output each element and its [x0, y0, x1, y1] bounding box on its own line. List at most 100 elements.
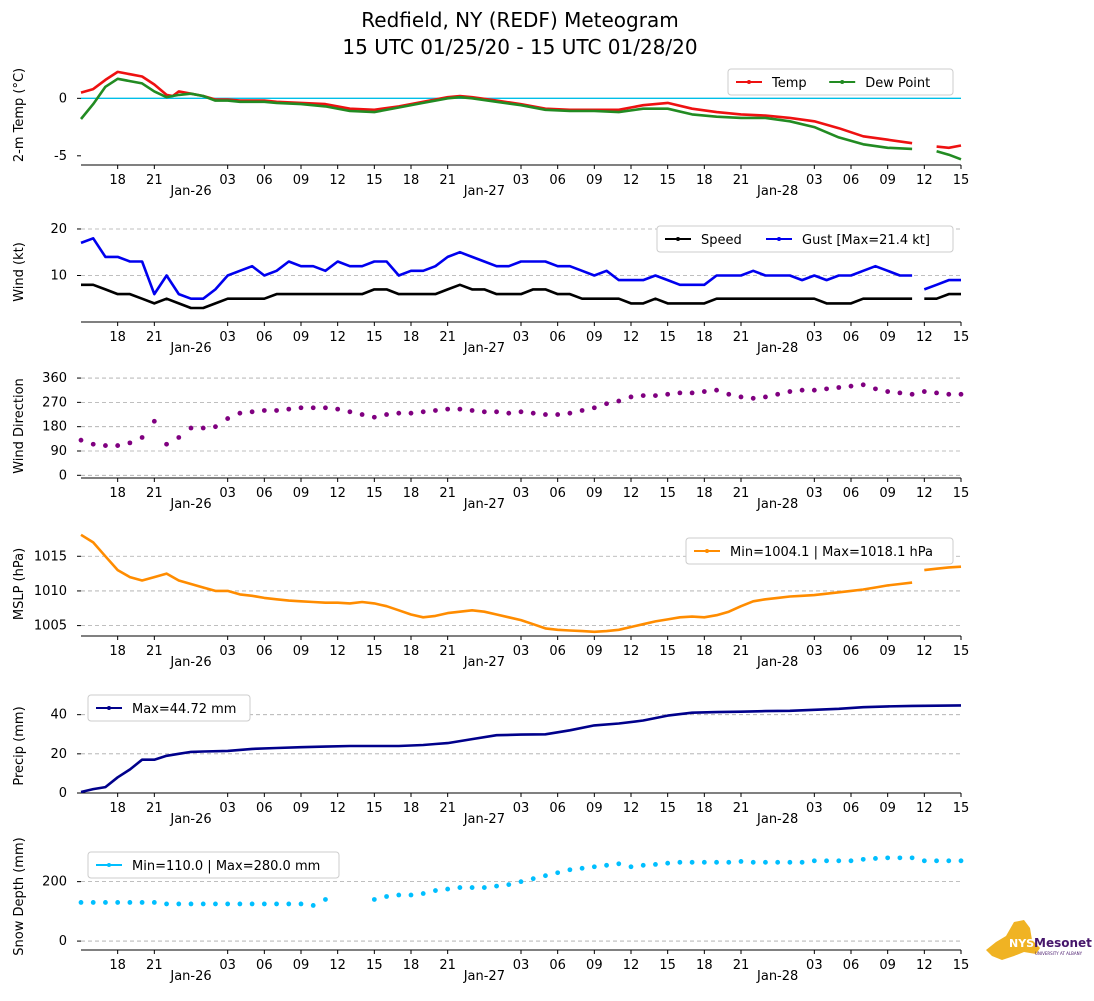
data-point — [286, 901, 292, 907]
data-point — [701, 859, 707, 865]
data-point — [127, 900, 133, 905]
new-york-state-icon — [986, 920, 1040, 960]
y-tick-label: 1005 — [34, 619, 67, 634]
data-point — [164, 901, 169, 907]
x-tick-label: 12 — [916, 486, 933, 501]
x-tick-label: 03 — [806, 330, 823, 345]
x-tick-label: 06 — [256, 173, 273, 188]
x-tick-label: 09 — [879, 486, 896, 501]
x-tick-label: 09 — [293, 801, 310, 816]
x-date-label: Jan-28 — [756, 969, 798, 984]
x-tick-label: 09 — [586, 486, 603, 501]
data-point — [543, 873, 548, 879]
data-point — [750, 859, 756, 865]
x-tick-label: 15 — [953, 801, 970, 816]
data-point — [958, 391, 964, 397]
series-line — [80, 704, 962, 794]
data-point — [555, 870, 561, 876]
data-point — [897, 390, 903, 396]
x-tick-label: 09 — [293, 173, 310, 188]
x-tick-label: 12 — [916, 173, 933, 188]
x-tick-label: 09 — [293, 486, 310, 501]
data-point — [653, 393, 658, 399]
y-tick-label: 360 — [42, 371, 67, 386]
data-point — [604, 401, 609, 407]
data-point — [420, 409, 426, 415]
panel-mslp: 18 21 03 06 09 12 15 18 21 03 06 09 12 15 18 21 03 06 09 12… — [12, 533, 969, 670]
data-point — [885, 389, 891, 394]
data-point — [310, 405, 316, 411]
data-point — [335, 406, 341, 412]
x-tick-label: 18 — [403, 644, 420, 659]
data-point — [176, 435, 182, 440]
data-point — [591, 864, 597, 870]
legend-marker — [705, 549, 709, 553]
x-tick-label: 15 — [659, 173, 676, 188]
x-tick-label: 21 — [439, 801, 456, 816]
series-line — [924, 565, 962, 572]
data-point — [188, 901, 194, 907]
x-date-label: Jan-26 — [169, 341, 211, 356]
x-tick-label: 21 — [146, 801, 163, 816]
x-date-label: Jan-27 — [463, 497, 505, 512]
data-point — [103, 900, 108, 905]
x-tick-label: 09 — [879, 644, 896, 659]
x-date-label: Jan-28 — [756, 655, 798, 670]
panel-precip: 18 21 03 06 09 12 15 18 21 03 06 09 12 15 18 21 03 06 09 12… — [12, 694, 970, 827]
x-tick-label: 03 — [806, 958, 823, 973]
x-tick-label: 18 — [109, 644, 126, 659]
x-tick-label: 21 — [733, 644, 750, 659]
logo-subtitle: UNIVERSITY AT ALBANY — [1035, 951, 1083, 956]
data-point — [518, 409, 524, 415]
series-line — [81, 283, 913, 310]
x-tick-label: 15 — [366, 486, 383, 501]
data-point — [836, 858, 842, 864]
x-tick-label: 09 — [586, 173, 603, 188]
x-tick-label: 21 — [439, 644, 456, 659]
x-tick-label: 03 — [513, 330, 530, 345]
x-tick-label: 09 — [586, 958, 603, 973]
y-tick-label: 10 — [50, 268, 67, 283]
data-point — [824, 858, 829, 864]
data-point — [848, 858, 854, 864]
data-point — [775, 859, 781, 865]
x-tick-label: 18 — [109, 173, 126, 188]
x-tick-label: 06 — [843, 801, 860, 816]
x-date-label: Jan-26 — [169, 655, 211, 670]
legend-marker — [676, 237, 680, 241]
data-point — [90, 900, 96, 905]
data-point — [799, 859, 805, 865]
data-point — [750, 395, 756, 401]
x-tick-label: 15 — [659, 486, 676, 501]
data-point — [200, 425, 206, 431]
x-tick-label: 12 — [623, 486, 640, 501]
x-tick-label: 15 — [366, 644, 383, 659]
data-point — [836, 385, 842, 390]
data-point — [726, 859, 732, 865]
data-point — [616, 861, 622, 867]
x-tick-label: 12 — [329, 173, 346, 188]
x-tick-label: 21 — [733, 958, 750, 973]
x-tick-label: 12 — [329, 958, 346, 973]
data-point — [78, 900, 84, 905]
x-tick-label: 18 — [403, 958, 420, 973]
data-point — [506, 410, 512, 416]
x-tick-label: 18 — [109, 958, 126, 973]
x-tick-label: 21 — [146, 173, 163, 188]
data-point — [469, 885, 475, 890]
data-point — [665, 391, 671, 397]
legend-box — [685, 537, 954, 565]
series-line — [924, 292, 961, 301]
x-tick-label: 21 — [439, 173, 456, 188]
x-tick-label: 06 — [843, 644, 860, 659]
y-tick-label: 20 — [50, 222, 67, 237]
data-point — [249, 409, 255, 415]
data-point — [457, 885, 463, 890]
legend-marker — [777, 237, 781, 241]
x-tick-label: 06 — [256, 958, 273, 973]
x-tick-label: 03 — [513, 486, 530, 501]
data-point — [555, 412, 561, 417]
data-point — [188, 425, 194, 431]
data-point — [946, 858, 952, 864]
data-point — [579, 408, 585, 413]
